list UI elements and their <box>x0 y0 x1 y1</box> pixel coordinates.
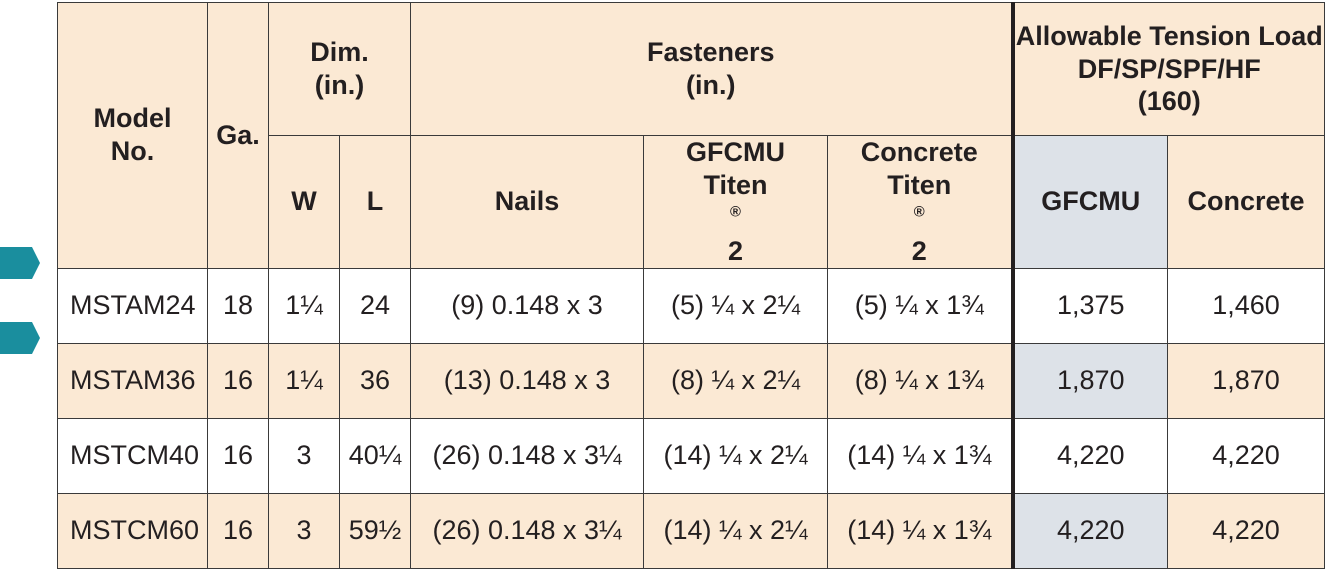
nails-cell: (13) 0.148 x 3 <box>410 342 645 419</box>
nails-cell: (26) 0.148 x 3¼ <box>410 417 645 494</box>
model-cell: MSTCM40 <box>57 417 208 494</box>
gfcmu-titen-cell: (14) ¼ x 2¼ <box>643 417 829 494</box>
model-cell: MSTAM36 <box>57 342 208 419</box>
width-cell: 3 <box>268 417 340 494</box>
row-marker-arrow <box>0 247 40 279</box>
header-gauge: Ga. <box>207 2 269 269</box>
concrete-titen-cell: (8) ¼ x 1¾ <box>827 342 1014 419</box>
nails-cell: (26) 0.148 x 3¼ <box>410 492 645 569</box>
model-cell: MSTCM60 <box>57 492 208 569</box>
load-gfcmu-cell: 1,870 <box>1010 342 1169 419</box>
header-width: W <box>268 135 340 269</box>
load-gfcmu-cell: 4,220 <box>1010 417 1169 494</box>
header-concrete-titen: Concrete Titen ® 2 <box>827 135 1014 269</box>
table-row: MSTCM60 16 3 59½ (26) 0.148 x 3¼ (14) ¼ … <box>57 492 1326 569</box>
product-spec-table: Model No. Ga. Dim. (in.) Fasteners (in.) Al… <box>57 2 1326 569</box>
width-cell: 3 <box>268 492 340 569</box>
header-dimensions: Dim. (in.) <box>267 2 412 136</box>
load-concrete-cell: 4,220 <box>1167 492 1326 569</box>
width-cell: 1¼ <box>268 342 340 419</box>
table-row: MSTAM36 16 1¼ 36 (13) 0.148 x 3 (8) ¼ x … <box>57 342 1326 419</box>
nails-cell: (9) 0.148 x 3 <box>410 267 645 344</box>
header-fasteners: Fasteners (in.) <box>410 2 1014 136</box>
gauge-cell: 18 <box>207 267 269 344</box>
gfcmu-titen-cell: (5) ¼ x 2¼ <box>643 267 829 344</box>
header-load-concrete: Concrete <box>1167 135 1326 269</box>
header-gfcmu-titen: GFCMU Titen ® 2 <box>643 135 829 269</box>
gauge-cell: 16 <box>207 417 269 494</box>
gfcmu-titen-cell: (8) ¼ x 2¼ <box>643 342 829 419</box>
header-model-no: Model No. <box>57 2 208 269</box>
load-gfcmu-cell: 4,220 <box>1010 492 1169 569</box>
length-cell: 40¼ <box>338 417 412 494</box>
length-cell: 36 <box>338 342 412 419</box>
gauge-cell: 16 <box>207 492 269 569</box>
header-nails: Nails <box>410 135 645 269</box>
table-row: MSTCM40 16 3 40¼ (26) 0.148 x 3¼ (14) ¼ … <box>57 417 1326 494</box>
width-cell: 1¼ <box>268 267 340 344</box>
load-concrete-cell: 4,220 <box>1167 417 1326 494</box>
header-load-gfcmu: GFCMU <box>1010 135 1169 269</box>
gfcmu-titen-cell: (14) ¼ x 2¼ <box>643 492 829 569</box>
concrete-titen-cell: (14) ¼ x 1¾ <box>827 417 1014 494</box>
concrete-titen-cell: (5) ¼ x 1¾ <box>827 267 1014 344</box>
length-cell: 24 <box>338 267 412 344</box>
gauge-cell: 16 <box>207 342 269 419</box>
load-gfcmu-cell: 1,375 <box>1010 267 1169 344</box>
header-length: L <box>338 135 412 269</box>
row-marker-arrow <box>0 322 40 354</box>
concrete-titen-cell: (14) ¼ x 1¾ <box>827 492 1014 569</box>
header-allowable-load: Allowable Tension Load DF/SP/SPF/HF (160) <box>1010 2 1326 136</box>
load-concrete-cell: 1,460 <box>1167 267 1326 344</box>
table-row: MSTAM24 18 1¼ 24 (9) 0.148 x 3 (5) ¼ x 2… <box>57 267 1326 344</box>
load-concrete-cell: 1,870 <box>1167 342 1326 419</box>
model-cell: MSTAM24 <box>57 267 208 344</box>
length-cell: 59½ <box>338 492 412 569</box>
